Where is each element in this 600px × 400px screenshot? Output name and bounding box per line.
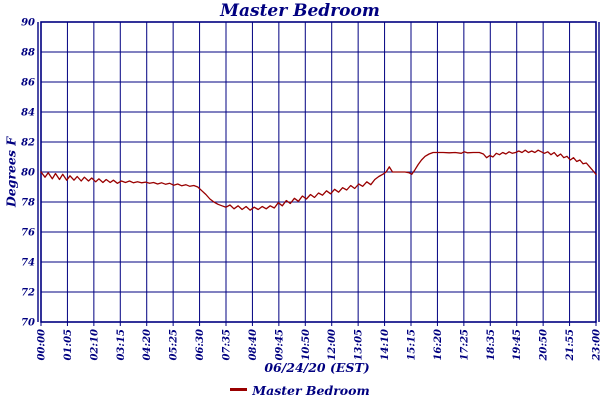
y-tick-label: 80 (21, 168, 35, 179)
x-tick-label: 04:20 (142, 329, 153, 361)
x-tick-label: 19:45 (512, 329, 523, 361)
y-tick-label: 74 (21, 258, 35, 269)
x-tick-label: 05:25 (169, 329, 180, 361)
x-tick-label: 20:50 (539, 329, 550, 362)
y-tick-label: 86 (21, 78, 35, 89)
x-tick-label: 13:05 (354, 329, 365, 361)
x-tick-label: 18:35 (486, 329, 497, 361)
y-tick-label: 82 (21, 138, 35, 149)
x-tick-label: 08:40 (248, 329, 259, 361)
legend-line-swatch (230, 388, 248, 391)
y-tick-label: 84 (21, 108, 35, 119)
x-tick-label: 01:05 (63, 329, 74, 361)
chart-title: Master Bedroom (220, 1, 380, 21)
y-tick-label: 88 (21, 48, 35, 59)
legend: Master Bedroom (0, 380, 600, 399)
x-tick-label: 16:20 (433, 329, 444, 361)
x-tick-label: 12:00 (327, 329, 338, 361)
x-tick-label: 09:45 (274, 329, 285, 361)
x-tick-label: 23:00 (592, 329, 600, 362)
x-tick-label: 15:15 (407, 329, 418, 361)
y-tick-label: 72 (21, 288, 35, 299)
x-tick-label: 00:00 (37, 329, 48, 361)
legend-label: Master Bedroom (252, 383, 370, 398)
x-tick-label: 10:50 (301, 329, 312, 361)
x-axis-title: 06/24/20 (EST) (264, 360, 370, 375)
y-tick-label: 70 (21, 318, 35, 329)
x-tick-label: 17:25 (459, 329, 470, 361)
y-tick-label: 90 (21, 18, 35, 29)
x-tick-label: 02:10 (89, 329, 100, 361)
y-tick-label: 78 (21, 198, 35, 209)
series-line-master-bedroom (40, 149, 597, 211)
x-tick-label: 06:30 (195, 329, 206, 361)
x-tick-label: 21:55 (565, 329, 576, 362)
y-tick-label: 76 (21, 228, 35, 239)
x-tick-label: 07:35 (222, 329, 233, 361)
x-tick-label: 14:10 (380, 329, 391, 361)
x-tick-label: 03:15 (116, 329, 127, 361)
